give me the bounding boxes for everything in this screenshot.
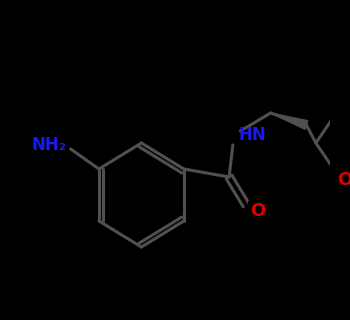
Text: O: O [337,171,350,189]
Text: O: O [250,202,265,220]
Text: HN: HN [239,126,266,144]
Polygon shape [271,113,308,129]
Text: NH₂: NH₂ [32,136,67,154]
